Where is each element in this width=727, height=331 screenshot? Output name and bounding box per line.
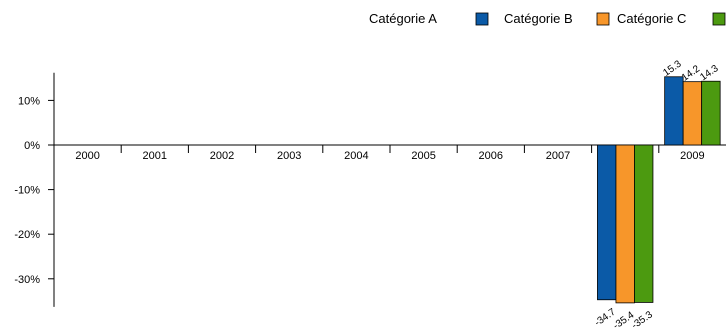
x-tick-label: 2005: [411, 150, 435, 162]
bar: [701, 80, 721, 146]
legend-label: Catégorie A: [369, 11, 437, 26]
y-axis: 10% 0% -10% -20% -30%: [14, 72, 55, 307]
legend-label: Catégorie C: [617, 11, 686, 26]
y-tick-label: 10%: [18, 95, 40, 107]
bar: [664, 76, 684, 146]
legend-swatch: [475, 12, 489, 26]
legend: Catégorie A Catégorie B Catégorie C: [369, 11, 726, 26]
legend-swatch: [596, 12, 610, 26]
legend-swatch: [712, 12, 726, 26]
x-tick-label: 2003: [277, 150, 301, 162]
y-tick-label: -30%: [14, 274, 40, 286]
data-label: -35.3: [630, 309, 655, 331]
data-label: 14.3: [698, 63, 721, 83]
y-tick-label: -20%: [14, 229, 40, 241]
y-tick-label: -10%: [14, 185, 40, 197]
legend-label: Catégorie B: [504, 11, 573, 26]
bar: [682, 81, 703, 146]
bar: [597, 144, 617, 301]
x-tick-label: 2009: [680, 150, 704, 162]
bars: [597, 76, 721, 304]
x-tick-label: 2001: [143, 150, 167, 162]
x-tick-label: 2004: [344, 150, 368, 162]
x-tick-label: 2006: [479, 150, 503, 162]
x-tick-label: 2000: [75, 150, 99, 162]
x-tick-label: 2002: [210, 150, 234, 162]
x-tick-label: 2007: [546, 150, 570, 162]
bar: [634, 144, 654, 303]
y-tick-label: 0%: [24, 140, 40, 152]
bar: [615, 144, 635, 304]
